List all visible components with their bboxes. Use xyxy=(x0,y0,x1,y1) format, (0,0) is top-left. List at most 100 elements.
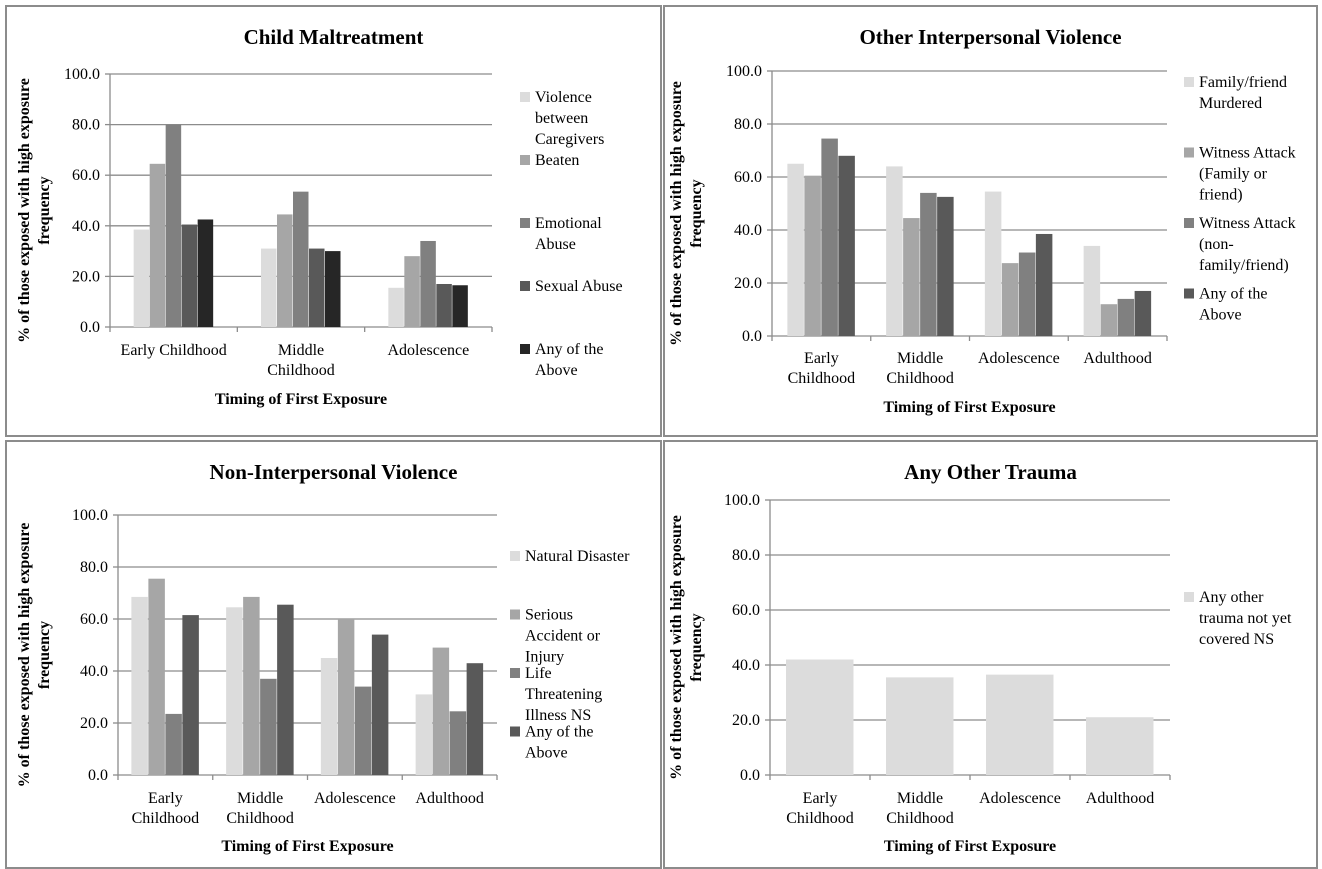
bar-natural-disaster-middle-childhood xyxy=(226,607,243,775)
legend-swatch xyxy=(520,92,530,102)
legend-label: Emotional Abuse xyxy=(535,215,602,253)
bar-sexual-abuse-adolescence xyxy=(436,283,452,327)
bar-life-threatening-illness-ns-middle-childhood xyxy=(260,678,277,775)
bar-witness-attack-family-or-friend-adulthood xyxy=(1100,304,1118,336)
x-category-label: Early Childhood xyxy=(121,342,227,359)
y-tick-label: 100.0 xyxy=(726,63,762,80)
bar-emotional-abuse-early-childhood xyxy=(165,124,182,327)
legend-label: Sexual Abuse xyxy=(535,278,623,295)
legend-label: Any of the Above xyxy=(1199,286,1267,324)
chart-panel-any-other-trauma: Any Other Trauma 0.0 20.0 40.0 60.0 80.0 100.0… xyxy=(663,440,1318,869)
legend-swatch xyxy=(1184,218,1194,228)
bar-family-friend-murdered-adulthood xyxy=(1083,245,1101,336)
bar-any-of-the-above-middle-childhood xyxy=(937,196,954,336)
bar-any-other-trauma-not-yet-covered-ns-adolescence xyxy=(986,674,1054,775)
y-tick-label: 100.0 xyxy=(724,492,760,509)
y-tick-label: 80.0 xyxy=(732,547,760,564)
x-category-label: Adolescence xyxy=(979,790,1061,807)
y-axis-title: % of those exposed with high exposure fre… xyxy=(668,81,705,346)
y-tick-label: 0.0 xyxy=(80,319,100,336)
chart-panel-non-interpersonal-violence: Non-Interpersonal Violence 0.0 20.0 40.0 60.… xyxy=(5,440,662,869)
chart-svg: Non-Interpersonal Violence 0.0 20.0 40.0 60.… xyxy=(16,460,630,855)
bar-witness-attack-non-family-friend-adulthood xyxy=(1117,298,1135,336)
bar-serious-accident-or-injury-middle-childhood xyxy=(243,596,260,775)
legend-label: Beaten xyxy=(535,152,579,169)
x-axis-title: Timing of First Exposure xyxy=(883,399,1055,416)
legend-label: Any of the Above xyxy=(525,724,593,762)
bar-natural-disaster-adolescence xyxy=(320,658,338,775)
chart-panel-other-interpersonal-violence: Other Interpersonal Violence 0.0 20.0 40.0 6… xyxy=(663,5,1318,437)
bar-any-other-trauma-not-yet-covered-ns-early-childhood xyxy=(786,659,854,775)
x-category-label: Adolescence xyxy=(314,790,396,807)
y-tick-label: 100.0 xyxy=(72,507,108,524)
bar-any-of-the-above-adolescence xyxy=(452,285,468,327)
bar-beaten-adolescence xyxy=(404,256,420,327)
y-axis-title: % of those exposed with high exposure fre… xyxy=(668,515,705,780)
y-tick-label: 40.0 xyxy=(732,657,760,674)
bar-sexual-abuse-middle-childhood xyxy=(309,248,325,327)
bar-witness-attack-family-or-friend-adolescence xyxy=(1001,263,1019,336)
legend-label: Any of the Above xyxy=(535,341,603,379)
legend-swatch xyxy=(1184,288,1194,299)
chart-panel-child-maltreatment: Child Maltreatment 0.0 20.0 40.0 60.0 80.0 100… xyxy=(5,5,662,437)
legend-swatch xyxy=(510,668,520,678)
bar-life-threatening-illness-ns-early-childhood xyxy=(165,713,182,775)
y-tick-label: 40.0 xyxy=(80,663,108,680)
x-axis-title: Timing of First Exposure xyxy=(215,391,387,408)
y-tick-label: 20.0 xyxy=(80,715,108,732)
legend-swatch xyxy=(510,609,520,620)
legend-swatch xyxy=(510,726,520,737)
bar-emotional-abuse-middle-childhood xyxy=(293,191,309,327)
bar-emotional-abuse-adolescence xyxy=(420,240,436,327)
y-tick-label: 80.0 xyxy=(80,559,108,576)
y-axis-title: % of those exposed with high exposure fre… xyxy=(16,523,53,788)
bar-any-of-the-above-adolescence xyxy=(1035,233,1053,336)
y-axis-title: % of those exposed with high exposure fre… xyxy=(16,78,53,343)
x-category-label: Middle Childhood xyxy=(886,350,954,387)
x-category-label: Adulthood xyxy=(415,790,483,807)
y-tick-label: 80.0 xyxy=(734,116,762,133)
y-tick-label: 80.0 xyxy=(72,117,100,134)
x-category-label: Middle Childhood xyxy=(267,342,335,379)
x-category-label: Middle Childhood xyxy=(226,790,294,827)
bar-violence-between-caregivers-middle-childhood xyxy=(261,248,277,327)
bar-natural-disaster-early-childhood xyxy=(131,596,148,775)
bar-serious-accident-or-injury-early-childhood xyxy=(148,578,165,775)
x-category-label: Early Childhood xyxy=(132,790,200,827)
legend-label: Witness Attack (Family or friend) xyxy=(1199,145,1296,204)
y-tick-label: 40.0 xyxy=(72,218,100,235)
bar-any-of-the-above-early-childhood xyxy=(182,615,199,775)
y-tick-label: 20.0 xyxy=(72,268,100,285)
legend-swatch xyxy=(520,218,530,228)
bar-life-threatening-illness-ns-adolescence xyxy=(354,686,372,775)
bar-serious-accident-or-injury-adulthood xyxy=(432,647,450,775)
bar-witness-attack-non-family-friend-early-childhood xyxy=(821,138,838,336)
legend-swatch xyxy=(520,155,530,165)
bar-family-friend-murdered-adolescence xyxy=(984,191,1002,336)
bar-any-of-the-above-early-childhood xyxy=(838,155,855,336)
legend-swatch xyxy=(520,281,530,291)
chart-svg: Other Interpersonal Violence 0.0 20.0 40.0 6… xyxy=(668,25,1296,416)
x-category-label: Adulthood xyxy=(1083,350,1151,367)
legend-swatch xyxy=(1184,77,1194,87)
legend-label: Life Threatening Illness NS xyxy=(525,665,602,724)
bar-violence-between-caregivers-adolescence xyxy=(388,287,404,327)
bar-witness-attack-non-family-friend-middle-childhood xyxy=(920,192,937,336)
legend-label: Any other trauma not yet covered NS xyxy=(1199,589,1292,648)
bar-any-of-the-above-middle-childhood xyxy=(277,604,294,775)
legend-label: Serious Accident or Injury xyxy=(525,607,601,666)
y-tick-label: 60.0 xyxy=(732,602,760,619)
bar-witness-attack-family-or-friend-middle-childhood xyxy=(903,218,920,336)
bar-natural-disaster-adulthood xyxy=(415,694,433,775)
bar-witness-attack-non-family-friend-adolescence xyxy=(1018,252,1036,336)
y-tick-label: 0.0 xyxy=(742,328,762,345)
bar-family-friend-murdered-middle-childhood xyxy=(886,166,903,336)
bar-witness-attack-family-or-friend-early-childhood xyxy=(804,175,821,336)
legend-label: Witness Attack (non-family/friend) xyxy=(1199,215,1296,274)
x-category-label: Early Childhood xyxy=(788,350,856,387)
bar-any-of-the-above-adolescence xyxy=(371,634,389,775)
bar-life-threatening-illness-ns-adulthood xyxy=(449,711,467,775)
x-category-label: Middle Childhood xyxy=(886,790,954,827)
legend-label: Natural Disaster xyxy=(525,548,630,565)
y-tick-label: 20.0 xyxy=(732,712,760,729)
